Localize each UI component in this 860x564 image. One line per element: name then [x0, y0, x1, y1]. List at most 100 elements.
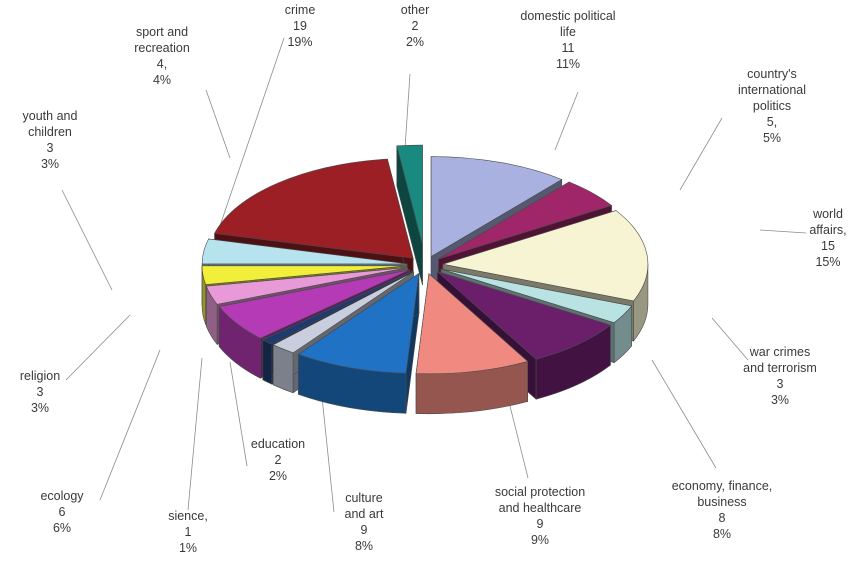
slice-label-category: other [401, 3, 430, 17]
slice-label-value: 9 [361, 523, 368, 537]
pie-slice-side [262, 339, 273, 385]
slice-label-percent: 1% [179, 541, 197, 555]
slice-label-value: 2 [275, 453, 282, 467]
leader-line [759, 229, 807, 234]
slice-label-value: 3 [37, 385, 44, 399]
slice-label: other 2 2% [401, 3, 430, 49]
slice-label-value: 3 [777, 377, 784, 391]
slice-label-percent: 2% [406, 35, 424, 49]
slice-label-value: 1 [185, 525, 192, 539]
slice-label-category: affairs, [809, 223, 846, 237]
slice-label-percent: 3% [771, 393, 789, 407]
slice-label-percent: 8% [713, 527, 731, 541]
slice-label-percent: 3% [41, 157, 59, 171]
slice-label-percent: 2% [269, 469, 287, 483]
leader-line [65, 314, 131, 381]
pie-slice [297, 272, 420, 414]
pie-slice-top [440, 268, 633, 324]
slice-label-category: children [28, 125, 72, 139]
slice-label-category: sience, [168, 509, 208, 523]
slice-label: religion 3 3% [20, 369, 60, 415]
slice-label-category: culture [345, 491, 383, 505]
slice-label-category: social protection [495, 485, 585, 499]
slice-label: social protection and healthcare 9 9% [495, 485, 585, 547]
slice-label-value: 19 [293, 19, 307, 33]
pie-slice-top [262, 271, 413, 345]
pie-slice-top [438, 181, 613, 260]
leader-line [679, 117, 723, 191]
slice-label: crime 19 19% [285, 3, 316, 49]
slice-label-value: 15 [821, 239, 835, 253]
slice-label-percent: 5% [763, 131, 781, 145]
slice-label-category: country's [747, 67, 797, 81]
slice-label-value: 6 [59, 505, 66, 519]
slice-label-value: 9 [537, 517, 544, 531]
pie-slice-top [442, 210, 649, 302]
slice-label: culture and art 9 8% [345, 491, 384, 553]
slice-label-category: education [251, 437, 305, 451]
slice-label-category: sport and [136, 25, 188, 39]
pie-slice-top [430, 156, 563, 258]
slice-label-category: crime [285, 3, 316, 17]
slice-label: sport and recreation 4, 4% [134, 25, 190, 87]
slice-label-category: recreation [134, 41, 190, 55]
slice-label-value: 4, [157, 57, 167, 71]
slice-label-category: life [560, 25, 576, 39]
slice-label: world affairs, 15 15% [809, 207, 846, 269]
slice-label-category: economy, finance, [672, 479, 773, 493]
leader-line [205, 89, 231, 159]
slice-label: sience, 1 1% [168, 509, 208, 555]
leader-line [651, 359, 717, 469]
pie-slice-top [297, 272, 420, 374]
leader-line [209, 37, 285, 256]
pie-slice-top [437, 271, 612, 360]
slice-label-category: and terrorism [743, 361, 817, 375]
leader-lines [61, 37, 807, 513]
leader-line [711, 317, 749, 361]
slice-label-percent: 3% [31, 401, 49, 415]
slice-label-value: 2 [412, 19, 419, 33]
slice-label-category: ecology [40, 489, 84, 503]
leader-line [554, 91, 579, 151]
slice-label-category: and art [345, 507, 384, 521]
slice-label: youth and children 3 3% [23, 109, 78, 171]
slice-label-category: religion [20, 369, 60, 383]
pie-slices [201, 144, 649, 415]
pie-slice-top [396, 144, 423, 246]
slice-label: country's international politics 5, 5% [738, 67, 806, 145]
leader-line [99, 349, 161, 501]
slice-label-percent: 8% [355, 539, 373, 553]
slice-label: education 2 2% [251, 437, 305, 483]
pie-slice [415, 273, 529, 415]
slice-label-percent: 15% [815, 255, 840, 269]
slice-label-category: and healthcare [499, 501, 582, 515]
pie-slice-top [201, 265, 408, 285]
slice-labels: domestic political life 11 11%country's inte… [20, 3, 847, 555]
leader-line [187, 357, 203, 511]
leader-line [61, 189, 113, 291]
slice-label-percent: 19% [287, 35, 312, 49]
leader-line [404, 73, 411, 149]
slice-label-category: war crimes [749, 345, 810, 359]
slice-label-value: 11 [562, 41, 575, 55]
slice-label-category: business [697, 495, 746, 509]
slice-label-category: youth and [23, 109, 78, 123]
pie-slice-top [214, 158, 414, 259]
slice-label: war crimes and terrorism 3 3% [743, 345, 817, 407]
slice-label: domestic political life 11 11% [520, 9, 615, 71]
slice-label-category: domestic political [520, 9, 615, 23]
slice-label-category: international [738, 83, 806, 97]
slice-label-percent: 4% [153, 73, 171, 87]
slice-label-percent: 11% [556, 57, 580, 71]
leader-line [229, 361, 248, 467]
slice-label: economy, finance, business 8 8% [672, 479, 773, 541]
pie-slice-top [272, 271, 414, 354]
pie-slice-top [205, 267, 408, 305]
pie-slice-top [415, 273, 529, 375]
slice-label-value: 5, [767, 115, 777, 129]
slice-label-percent: 6% [53, 521, 71, 535]
slice-label-percent: 9% [531, 533, 549, 547]
slice-label-category: world [812, 207, 843, 221]
